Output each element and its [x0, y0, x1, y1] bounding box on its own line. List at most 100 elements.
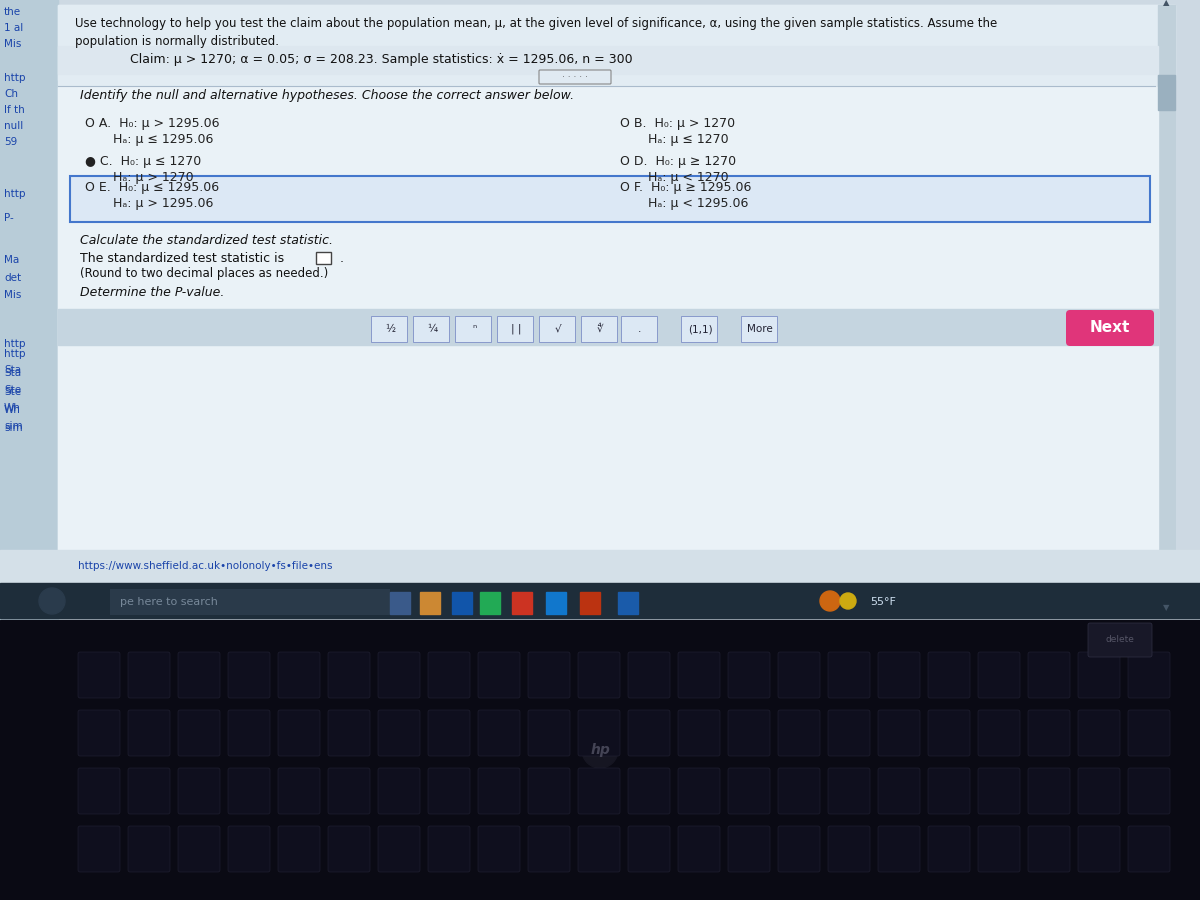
FancyBboxPatch shape — [978, 652, 1020, 698]
Text: Determine the P-value.: Determine the P-value. — [80, 286, 224, 300]
Text: O D.  H₀: μ ≥ 1270: O D. H₀: μ ≥ 1270 — [620, 156, 736, 168]
Text: O B.  H₀: μ > 1270: O B. H₀: μ > 1270 — [620, 118, 736, 130]
FancyBboxPatch shape — [428, 652, 470, 698]
FancyBboxPatch shape — [878, 652, 920, 698]
Text: Claim: μ > 1270; α = 0.05; σ = 208.23. Sample statistics: ẋ = 1295.06, n = 300: Claim: μ > 1270; α = 0.05; σ = 208.23. S… — [130, 53, 632, 67]
FancyBboxPatch shape — [828, 826, 870, 872]
FancyBboxPatch shape — [1078, 652, 1120, 698]
FancyBboxPatch shape — [371, 316, 407, 342]
Text: Wh: Wh — [4, 403, 20, 413]
Text: Sta: Sta — [4, 368, 22, 378]
FancyBboxPatch shape — [628, 826, 670, 872]
FancyBboxPatch shape — [178, 652, 220, 698]
Bar — [316, 252, 331, 264]
Text: https://www.sheffield.ac.uk•nolonoly•fs•file•ens: https://www.sheffield.ac.uk•nolonoly•fs•… — [78, 561, 332, 571]
FancyBboxPatch shape — [1028, 826, 1070, 872]
Text: ● C.  H₀: μ ≤ 1270: ● C. H₀: μ ≤ 1270 — [85, 156, 202, 168]
Text: √: √ — [554, 324, 562, 334]
FancyBboxPatch shape — [978, 826, 1020, 872]
Text: ½: ½ — [385, 324, 395, 334]
FancyBboxPatch shape — [228, 710, 270, 756]
FancyBboxPatch shape — [578, 710, 620, 756]
FancyBboxPatch shape — [78, 826, 120, 872]
Text: More: More — [748, 324, 773, 334]
Text: Hₐ: μ ≤ 1270: Hₐ: μ ≤ 1270 — [620, 133, 728, 147]
FancyBboxPatch shape — [928, 710, 970, 756]
FancyBboxPatch shape — [828, 768, 870, 814]
FancyBboxPatch shape — [328, 652, 370, 698]
Text: O E.  H₀: μ ≤ 1295.06: O E. H₀: μ ≤ 1295.06 — [85, 182, 220, 194]
FancyBboxPatch shape — [622, 316, 658, 342]
FancyBboxPatch shape — [528, 768, 570, 814]
Bar — [420, 592, 440, 614]
FancyBboxPatch shape — [778, 768, 820, 814]
FancyBboxPatch shape — [128, 710, 170, 756]
Text: http: http — [4, 73, 25, 83]
Text: hp: hp — [590, 743, 610, 757]
FancyBboxPatch shape — [378, 652, 420, 698]
FancyBboxPatch shape — [778, 652, 820, 698]
Text: Use technology to help you test the claim about the population mean, μ, at the g: Use technology to help you test the clai… — [74, 17, 997, 31]
FancyBboxPatch shape — [328, 826, 370, 872]
Text: 55°F: 55°F — [870, 597, 896, 607]
Text: The standardized test statistic is: The standardized test statistic is — [80, 251, 288, 265]
Bar — [0, 550, 1200, 582]
Text: ⁿ: ⁿ — [472, 324, 476, 334]
Text: Hₐ: μ ≤ 1295.06: Hₐ: μ ≤ 1295.06 — [85, 133, 214, 147]
Bar — [512, 592, 532, 614]
FancyBboxPatch shape — [478, 652, 520, 698]
FancyBboxPatch shape — [428, 710, 470, 756]
FancyBboxPatch shape — [1128, 710, 1170, 756]
FancyBboxPatch shape — [778, 826, 820, 872]
Text: pe here to search: pe here to search — [120, 597, 218, 607]
FancyBboxPatch shape — [428, 826, 470, 872]
Text: 59: 59 — [4, 137, 17, 147]
Bar — [480, 592, 500, 614]
Text: sim: sim — [4, 421, 23, 431]
FancyBboxPatch shape — [728, 826, 770, 872]
Text: Hₐ: μ > 1295.06: Hₐ: μ > 1295.06 — [85, 197, 214, 211]
Bar — [58, 5, 1175, 605]
Text: · · · · ·: · · · · · — [562, 73, 588, 82]
Text: Calculate the standardized test statistic.: Calculate the standardized test statisti… — [80, 233, 334, 247]
FancyBboxPatch shape — [978, 710, 1020, 756]
Text: Ste: Ste — [4, 387, 22, 397]
FancyBboxPatch shape — [628, 652, 670, 698]
Bar — [1158, 5, 1175, 605]
FancyBboxPatch shape — [581, 316, 617, 342]
Text: Ch: Ch — [4, 89, 18, 99]
FancyBboxPatch shape — [828, 652, 870, 698]
Bar — [110, 589, 390, 615]
FancyBboxPatch shape — [178, 826, 220, 872]
Text: O F.  H₀: μ ≥ 1295.06: O F. H₀: μ ≥ 1295.06 — [620, 182, 751, 194]
FancyBboxPatch shape — [378, 768, 420, 814]
FancyBboxPatch shape — [128, 768, 170, 814]
Text: Wh: Wh — [4, 405, 20, 415]
Text: the: the — [4, 7, 22, 17]
Circle shape — [38, 588, 65, 614]
FancyBboxPatch shape — [1088, 623, 1152, 657]
FancyBboxPatch shape — [278, 826, 320, 872]
FancyBboxPatch shape — [178, 710, 220, 756]
FancyBboxPatch shape — [728, 710, 770, 756]
Text: | |: | | — [511, 324, 521, 334]
Text: Ste: Ste — [4, 385, 22, 395]
FancyBboxPatch shape — [1128, 826, 1170, 872]
Text: population is normally distributed.: population is normally distributed. — [74, 34, 278, 48]
Text: ∜: ∜ — [596, 324, 604, 334]
Text: (1,1): (1,1) — [688, 324, 713, 334]
FancyBboxPatch shape — [128, 652, 170, 698]
Circle shape — [840, 593, 856, 609]
FancyBboxPatch shape — [742, 316, 778, 342]
FancyBboxPatch shape — [328, 768, 370, 814]
FancyBboxPatch shape — [78, 652, 120, 698]
Text: 1 al: 1 al — [4, 23, 23, 33]
FancyBboxPatch shape — [728, 652, 770, 698]
FancyBboxPatch shape — [278, 768, 320, 814]
FancyBboxPatch shape — [528, 710, 570, 756]
FancyBboxPatch shape — [378, 826, 420, 872]
FancyBboxPatch shape — [878, 826, 920, 872]
Bar — [618, 592, 638, 614]
FancyBboxPatch shape — [478, 768, 520, 814]
FancyBboxPatch shape — [928, 652, 970, 698]
